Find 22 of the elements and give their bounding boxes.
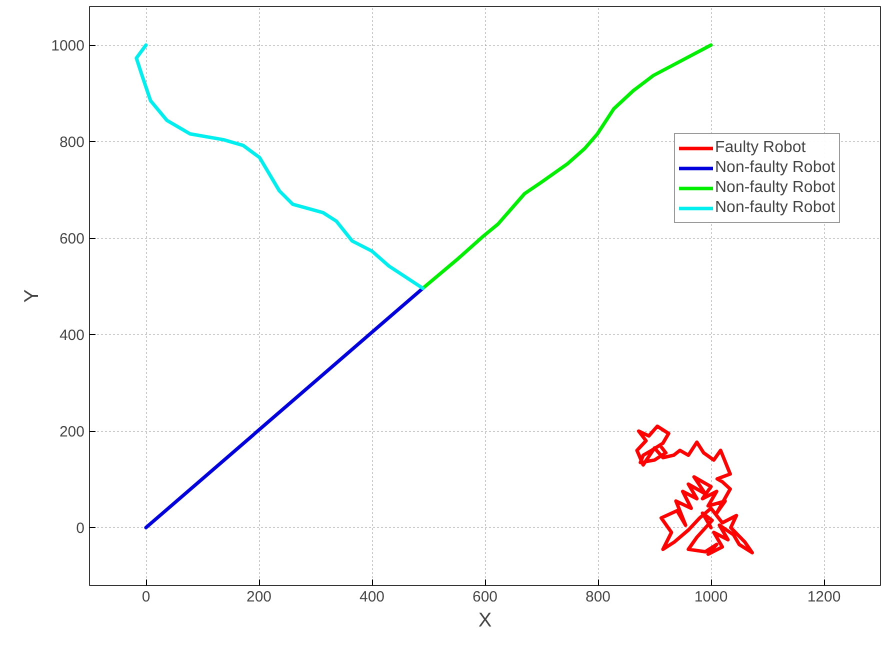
x-axis-title: X [478, 610, 492, 632]
line-series [635, 424, 754, 556]
legend-label: Faulty Robot [715, 139, 806, 157]
x-tick-label: 1200 [807, 588, 841, 606]
line-series [134, 43, 425, 290]
line-series [421, 43, 713, 290]
y-tick-label: 400 [59, 327, 85, 344]
x-tick-label: 200 [246, 588, 272, 606]
legend-label: Non-faulty Robot [715, 199, 836, 217]
x-tick-label: 1000 [694, 588, 728, 606]
x-tick-label: 0 [142, 588, 150, 606]
legend-label: Non-faulty Robot [715, 159, 836, 177]
y-tick-label: 0 [76, 520, 84, 538]
y-tick-label: 200 [59, 424, 85, 441]
x-tick-label: 800 [585, 588, 611, 606]
y-tick-label: 600 [59, 230, 85, 248]
y-axis-title: Y [21, 289, 44, 303]
y-tick-label: 800 [59, 134, 85, 152]
y-tick-label: 1000 [51, 38, 85, 55]
x-tick-label: 400 [359, 588, 385, 606]
legend-label: Non-faulty Robot [715, 179, 836, 197]
x-tick-label: 600 [472, 588, 498, 606]
